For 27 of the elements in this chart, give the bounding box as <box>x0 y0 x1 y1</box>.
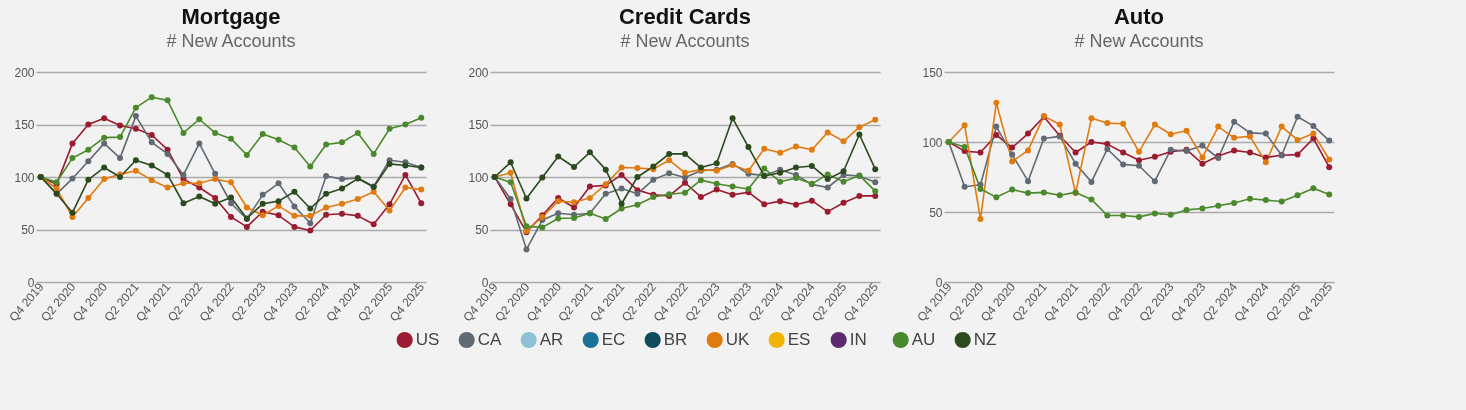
legend-label: IN <box>849 330 867 349</box>
y-tick-label: 100 <box>468 170 489 185</box>
chart-subtitle: # New Accounts <box>620 31 750 51</box>
chart-title: Mortgage <box>181 4 281 29</box>
chart-title: Credit Cards <box>618 4 752 29</box>
legend-label: BR <box>663 330 688 349</box>
legend-label: CA <box>477 330 502 349</box>
legend-label: US <box>415 330 440 349</box>
chart-title: Auto <box>1113 4 1165 29</box>
legend-label: NZ <box>973 330 997 349</box>
chart-subtitle: # New Accounts <box>166 31 296 51</box>
legend-label: UK <box>725 330 750 349</box>
y-tick-label: 200 <box>468 65 489 80</box>
y-tick-label: 150 <box>468 118 489 132</box>
y-tick-label: 100 <box>922 135 943 150</box>
y-tick-label: 200 <box>14 65 35 80</box>
legend-label: AR <box>539 330 564 349</box>
legend-label: ES <box>787 330 811 349</box>
y-tick-label: 150 <box>922 65 943 80</box>
y-tick-label: 50 <box>475 223 489 237</box>
y-tick-label: 50 <box>929 205 943 220</box>
y-tick-label: 100 <box>14 170 35 185</box>
legend-label: EC <box>601 330 626 349</box>
chart-subtitle: # New Accounts <box>1074 31 1204 51</box>
legend-label: AU <box>911 330 936 349</box>
y-tick-label: 50 <box>21 223 35 237</box>
y-tick-label: 150 <box>14 118 35 132</box>
